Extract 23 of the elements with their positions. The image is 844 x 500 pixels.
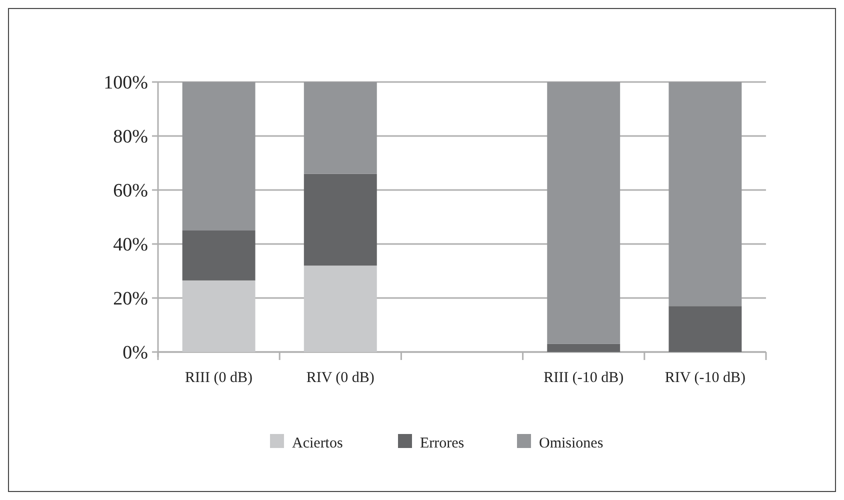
y-tick-label: 20% <box>113 288 148 310</box>
bar <box>304 266 377 352</box>
legend-label: Errores <box>420 435 464 452</box>
bar <box>182 280 256 352</box>
y-tick-label: 100% <box>104 72 148 94</box>
x-tick-label: RIV (0 dB) <box>306 370 374 386</box>
bar <box>547 82 620 344</box>
bar <box>304 82 377 174</box>
legend-label: Omisiones <box>539 435 604 452</box>
bar <box>182 82 256 230</box>
x-tick-label: RIII (-10 dB) <box>544 370 624 386</box>
x-tick-label: RIV (-10 dB) <box>664 370 746 386</box>
bar <box>182 230 256 280</box>
bar <box>304 174 377 266</box>
y-tick-label: 60% <box>113 180 148 202</box>
bar <box>668 82 742 306</box>
y-tick-label: 40% <box>113 234 148 256</box>
bar <box>547 344 620 352</box>
legend-label: Aciertos <box>292 435 343 452</box>
bar <box>668 306 742 352</box>
y-tick-label: 0% <box>122 342 148 364</box>
x-tick-label: RIII (0 dB) <box>185 370 253 386</box>
y-tick-label: 80% <box>113 126 148 148</box>
